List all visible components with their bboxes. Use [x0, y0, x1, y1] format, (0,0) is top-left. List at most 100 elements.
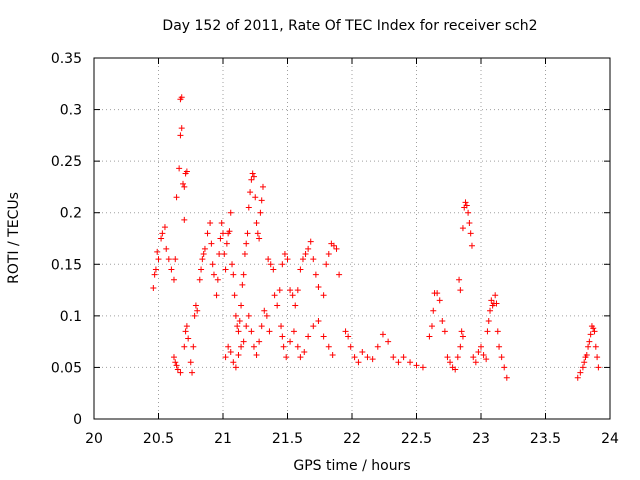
data-point — [194, 307, 201, 314]
data-point — [183, 168, 190, 175]
data-point — [252, 194, 259, 201]
data-point — [180, 180, 187, 187]
data-point — [181, 183, 188, 190]
data-point — [355, 359, 362, 366]
data-point — [259, 183, 266, 190]
data-point — [216, 250, 223, 257]
data-point — [452, 366, 459, 373]
data-point — [280, 343, 287, 350]
data-point — [434, 290, 441, 297]
data-point — [347, 343, 354, 350]
data-point — [493, 300, 500, 307]
data-point — [465, 209, 472, 216]
plot-frame — [93, 57, 611, 420]
data-point — [257, 209, 264, 216]
data-point — [325, 343, 332, 350]
data-point — [181, 343, 188, 350]
data-point — [395, 359, 402, 366]
data-point — [210, 271, 217, 278]
data-point — [248, 176, 255, 183]
data-point — [290, 328, 297, 335]
data-point — [189, 369, 196, 376]
data-point — [214, 276, 221, 283]
data-point — [150, 285, 157, 292]
data-point — [287, 287, 294, 294]
y-tick-label: 0.15 — [51, 257, 82, 273]
data-point — [459, 333, 466, 340]
x-tick-label: 22 — [343, 431, 361, 447]
data-point — [294, 343, 301, 350]
data-point — [369, 356, 376, 363]
data-point — [470, 354, 477, 361]
data-point — [305, 333, 312, 340]
data-point — [163, 245, 170, 252]
data-point — [484, 328, 491, 335]
data-point — [190, 343, 197, 350]
data-point — [253, 352, 260, 359]
data-point — [250, 173, 257, 180]
data-point — [492, 292, 499, 299]
data-point — [503, 374, 510, 381]
data-point — [462, 199, 469, 206]
data-point — [232, 312, 239, 319]
data-point — [457, 287, 464, 294]
data-point — [315, 283, 322, 290]
data-point — [201, 245, 208, 252]
data-point — [457, 343, 464, 350]
data-point — [595, 364, 602, 371]
y-tick-label: 0.3 — [60, 103, 82, 119]
data-point — [281, 250, 288, 257]
data-point — [483, 356, 490, 363]
data-point — [152, 266, 159, 273]
data-point — [472, 359, 479, 366]
data-point — [585, 343, 592, 350]
data-point — [407, 359, 414, 366]
data-point — [310, 323, 317, 330]
x-tick-label: 20 — [85, 431, 103, 447]
data-point — [494, 328, 501, 335]
data-point — [426, 333, 433, 340]
data-point — [274, 302, 281, 309]
data-point — [439, 318, 446, 325]
data-point — [501, 364, 508, 371]
data-point — [284, 256, 291, 263]
y-tick-label: 0.25 — [51, 154, 82, 170]
data-point — [182, 328, 189, 335]
data-point — [307, 238, 314, 245]
data-point — [574, 374, 581, 381]
data-point — [170, 276, 177, 283]
data-point — [209, 261, 216, 268]
data-point — [315, 318, 322, 325]
data-point — [230, 359, 237, 366]
data-point — [199, 256, 206, 263]
data-point — [577, 369, 584, 376]
x-tick-labels: 20 20.5 21 21.5 22 22.5 23 23.5 24 — [85, 431, 619, 447]
data-point — [170, 354, 177, 361]
data-point — [177, 132, 184, 139]
data-point — [240, 338, 247, 345]
y-tick-label: 0.35 — [51, 51, 82, 67]
data-point — [227, 209, 234, 216]
data-point — [185, 335, 192, 342]
data-point — [292, 302, 299, 309]
data-point — [221, 250, 228, 257]
y-tick-labels: 0 0.05 0.1 0.15 0.2 0.25 0.3 0.35 — [51, 51, 82, 428]
data-point — [330, 242, 337, 249]
data-point — [238, 343, 245, 350]
data-point — [232, 364, 239, 371]
data-point — [590, 325, 597, 332]
data-point — [374, 343, 381, 350]
data-point — [419, 364, 426, 371]
data-point — [297, 354, 304, 361]
data-point — [475, 348, 482, 355]
data-point — [244, 230, 251, 237]
data-point — [287, 338, 294, 345]
data-point — [248, 328, 255, 335]
data-point — [579, 364, 586, 371]
data-point — [218, 220, 225, 227]
data-point — [176, 165, 183, 172]
x-tick-label: 21 — [214, 431, 232, 447]
data-point — [278, 323, 285, 330]
data-point — [467, 230, 474, 237]
data-point — [459, 225, 466, 232]
